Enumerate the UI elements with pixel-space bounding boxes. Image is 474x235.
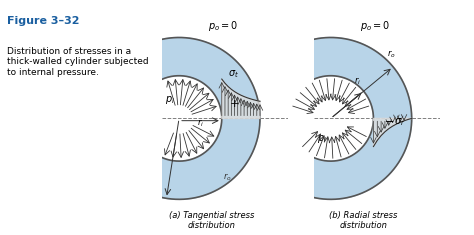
Polygon shape xyxy=(374,118,412,146)
Text: $\sigma_r$: $\sigma_r$ xyxy=(394,116,405,128)
Text: $p_o = 0$: $p_o = 0$ xyxy=(209,19,238,32)
Text: (a) Tangential stress
distribution: (a) Tangential stress distribution xyxy=(169,211,254,230)
Text: (b) Radial stress
distribution: (b) Radial stress distribution xyxy=(329,211,397,230)
Text: $p_o = 0$: $p_o = 0$ xyxy=(360,19,390,32)
Polygon shape xyxy=(222,79,260,118)
Text: $r_i$: $r_i$ xyxy=(197,117,204,129)
Polygon shape xyxy=(117,38,260,199)
Text: $r_o$: $r_o$ xyxy=(223,171,232,183)
Text: $\sigma_t$: $\sigma_t$ xyxy=(228,68,239,79)
Polygon shape xyxy=(268,38,411,199)
Text: $r_i$: $r_i$ xyxy=(354,76,361,87)
Text: Figure 3–32: Figure 3–32 xyxy=(7,16,80,27)
Text: $r_o$: $r_o$ xyxy=(387,49,396,60)
Text: $p_i$: $p_i$ xyxy=(317,133,327,145)
Text: Distribution of stresses in a
thick-walled cylinder subjected
to internal pressu: Distribution of stresses in a thick-wall… xyxy=(7,47,149,77)
Text: $-$: $-$ xyxy=(384,115,394,125)
Text: +: + xyxy=(230,99,239,109)
Text: $p_i$: $p_i$ xyxy=(165,94,175,106)
